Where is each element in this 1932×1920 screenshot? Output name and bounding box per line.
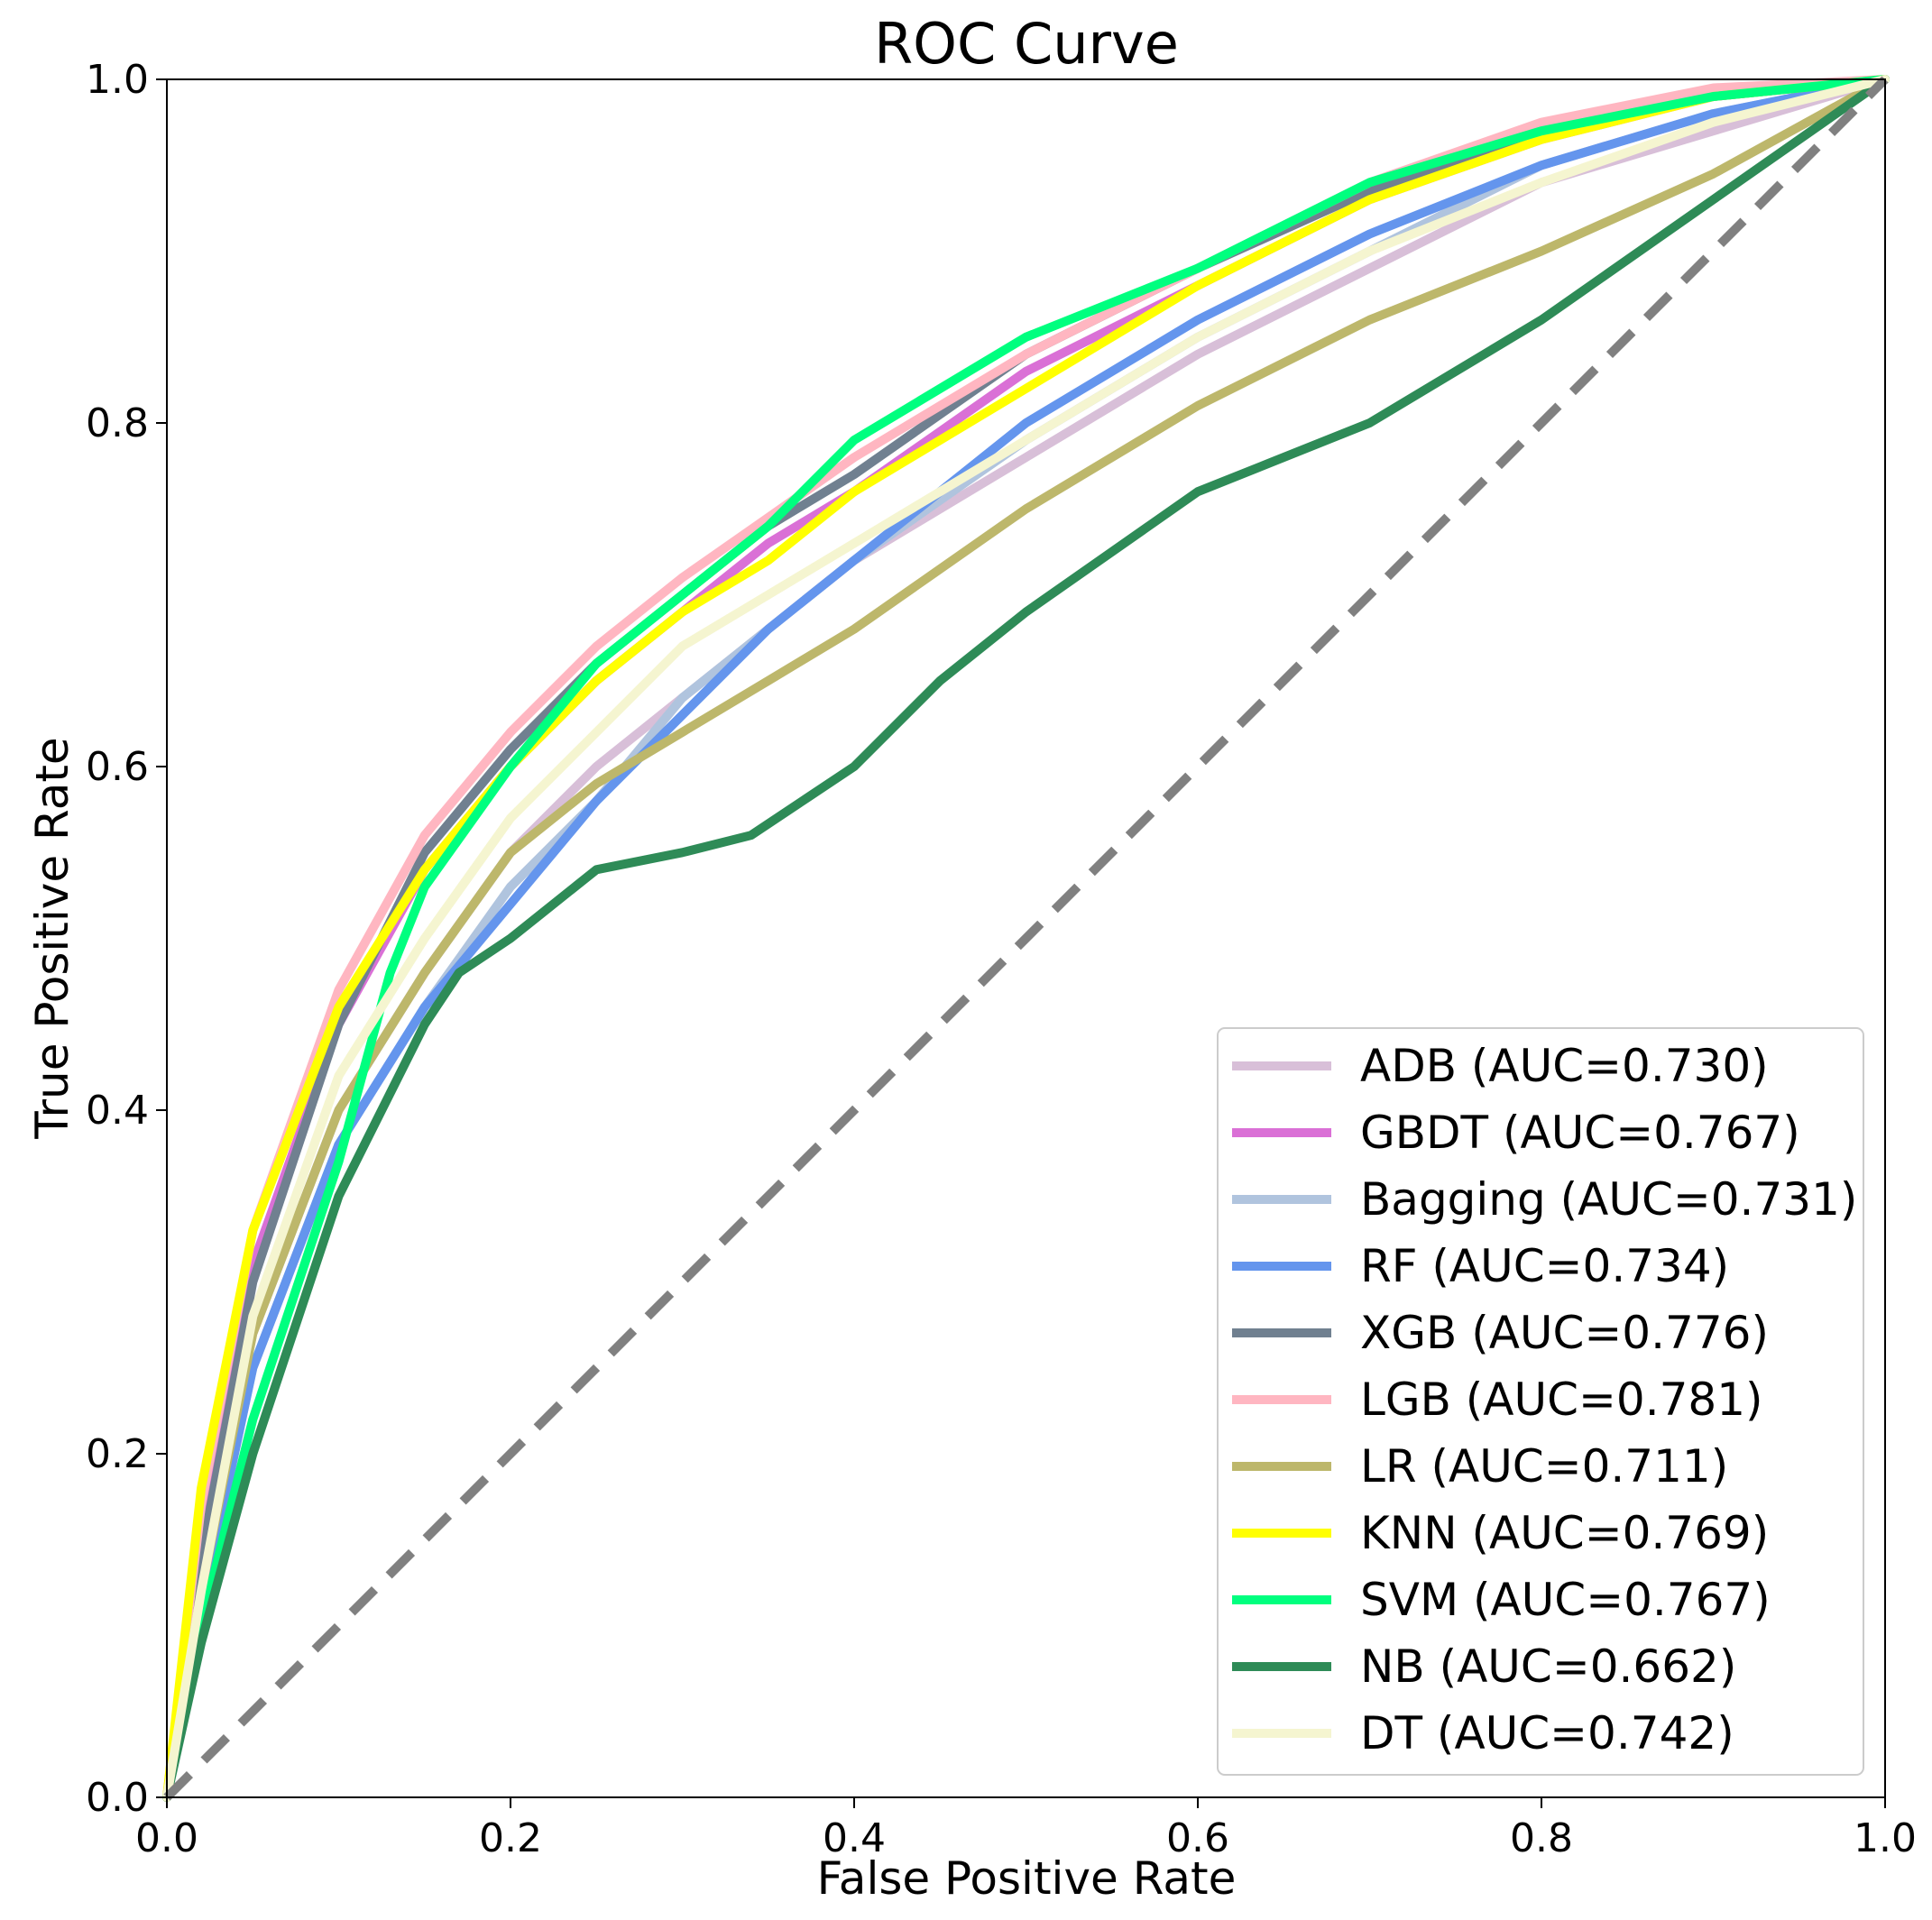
legend-box [1217,1027,1864,1776]
legend-label-lr: LR (AUC=0.711) [1360,1440,1728,1493]
legend: ADB (AUC=0.730) GBDT (AUC=0.767) Bagging (… [1217,1027,1864,1776]
chart-title: ROC Curve [874,11,1179,77]
roc-curve-knn [162,75,1890,1802]
roc-curve-svm [162,75,1890,1802]
roc-curve-lr [162,75,1890,1802]
x-tick-label: 0.2 [479,1815,542,1861]
legend-label-bagging: Bagging (AUC=0.731) [1360,1173,1857,1226]
chance-diagonal-line [163,76,1889,1801]
y-tick-label: 0.4 [86,1088,149,1134]
y-tick-label: 0.0 [86,1775,149,1821]
roc-curve-dt [162,75,1890,1802]
y-tick-label: 0.2 [86,1431,149,1477]
ticks-group: 0.0 0.2 0.4 0.6 0.8 1.0 0.0 0.2 0.4 0.6 0.8 1.0 [86,57,1917,1861]
plot-frame [166,78,1886,1798]
roc-curve-rf [162,75,1890,1802]
x-axis-label: False Positive Rate [817,1852,1237,1905]
y-tick-label: 0.6 [86,744,149,790]
x-tick-label: 0.4 [823,1815,886,1861]
legend-label-svm: SVM (AUC=0.767) [1360,1574,1771,1626]
legend-label-adb: ADB (AUC=0.730) [1360,1040,1769,1092]
legend-label-rf: RF (AUC=0.734) [1360,1240,1729,1292]
y-tick-label: 0.8 [86,400,149,446]
y-tick-label: 1.0 [86,57,149,103]
y-axis-label: True Positive Rate [26,737,78,1139]
roc-curve-nb [162,75,1890,1802]
legend-label-knn: KNN (AUC=0.769) [1360,1507,1769,1559]
x-tick-label: 1.0 [1854,1815,1917,1861]
legend-label-gbdt: GBDT (AUC=0.767) [1360,1107,1800,1159]
legend-label-lgb: LGB (AUC=0.781) [1360,1373,1763,1426]
legend-label-xgb: XGB (AUC=0.776) [1360,1307,1769,1359]
x-tick-label: 0.8 [1510,1815,1573,1861]
x-tick-label: 0.0 [135,1815,198,1861]
curves-group [162,75,1890,1802]
legend-label-nb: NB (AUC=0.662) [1360,1640,1736,1693]
legend-label-dt: DT (AUC=0.742) [1360,1707,1734,1759]
x-tick-label: 0.6 [1166,1815,1229,1861]
